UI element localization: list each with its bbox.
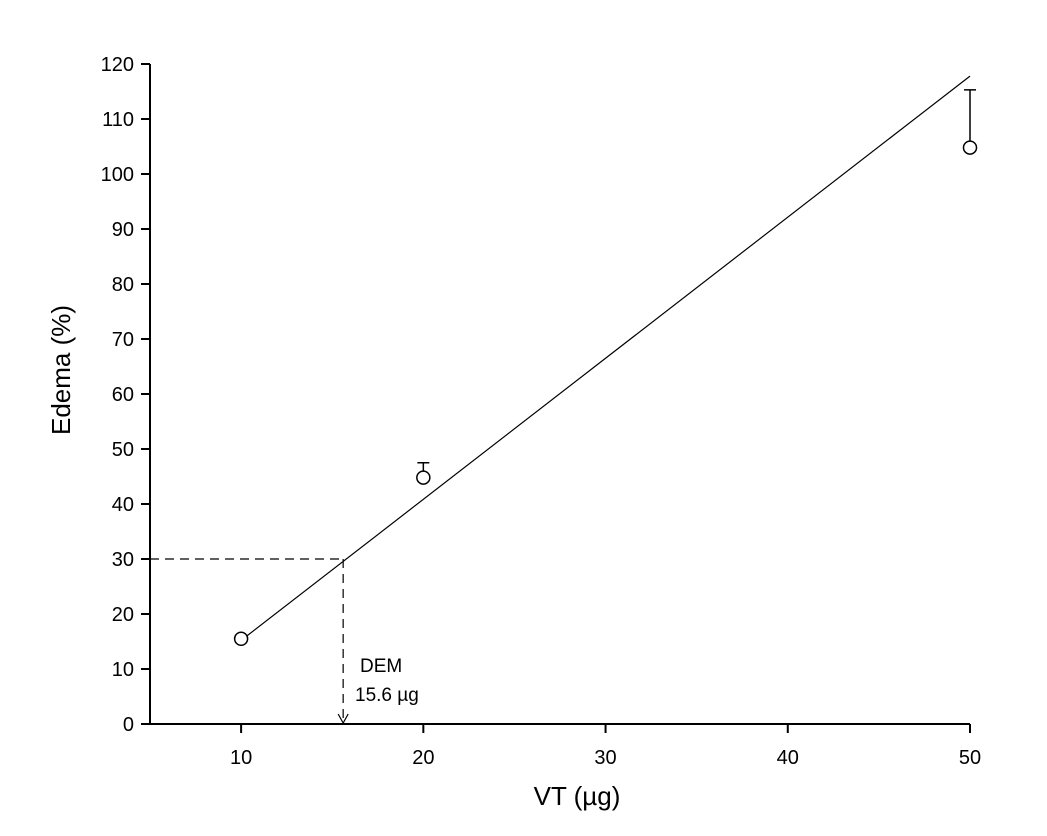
x-tick-label: 40 bbox=[777, 747, 799, 769]
dem-label: DEM bbox=[360, 656, 402, 677]
x-tick-label: 30 bbox=[594, 747, 616, 769]
data-point bbox=[962, 140, 978, 155]
dem-arrow-head bbox=[337, 713, 349, 725]
y-axis-ticks: 0 10 20 30 40 50 60 70 80 90 100 110 120 bbox=[101, 54, 150, 736]
x-axis-title: VT (µg) bbox=[534, 781, 621, 811]
data-point bbox=[233, 631, 249, 646]
fit-line bbox=[240, 75, 971, 641]
x-tick-label: 10 bbox=[230, 747, 252, 769]
y-tick-label: 80 bbox=[112, 274, 134, 296]
y-tick-label: 100 bbox=[101, 164, 134, 186]
y-tick-label: 30 bbox=[112, 549, 134, 571]
y-tick-label: 0 bbox=[123, 714, 134, 736]
y-axis-title: Edema (%) bbox=[46, 305, 76, 435]
y-tick-label: 70 bbox=[112, 329, 134, 351]
y-tick-label: 20 bbox=[112, 604, 134, 626]
y-tick-label: 90 bbox=[112, 219, 134, 241]
y-tick-label: 110 bbox=[102, 109, 134, 131]
dem-value-label: 15.6 µg bbox=[355, 685, 419, 706]
y-tick-label: 120 bbox=[101, 54, 134, 76]
y-tick-label: 40 bbox=[112, 494, 134, 516]
x-axis-ticks: 10 20 30 40 50 bbox=[230, 724, 981, 769]
x-tick-label: 20 bbox=[412, 747, 434, 769]
data-points bbox=[233, 89, 978, 646]
y-tick-label: 10 bbox=[112, 659, 134, 681]
y-tick-label: 60 bbox=[112, 384, 134, 406]
x-tick-label: 50 bbox=[959, 747, 981, 769]
y-tick-label: 50 bbox=[112, 439, 134, 461]
data-point bbox=[416, 470, 431, 485]
dem-guides bbox=[150, 558, 349, 725]
